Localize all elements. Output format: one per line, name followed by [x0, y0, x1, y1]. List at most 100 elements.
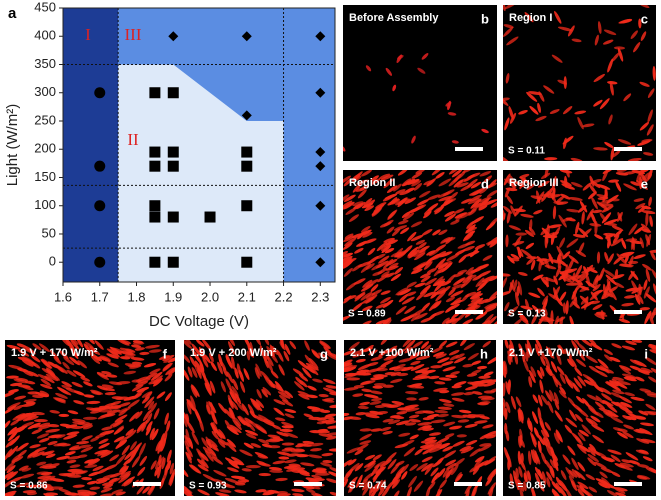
- rod: [107, 362, 119, 368]
- rod: [106, 353, 119, 359]
- rod: [254, 340, 262, 346]
- rod: [565, 417, 578, 428]
- rod: [621, 238, 627, 250]
- rod: [592, 274, 599, 287]
- rod: [525, 351, 529, 362]
- rod: [550, 232, 555, 246]
- rod: [485, 306, 497, 313]
- rod: [643, 279, 648, 291]
- rod: [424, 277, 437, 286]
- rod: [243, 340, 251, 348]
- rod: [404, 422, 417, 426]
- rod: [190, 395, 196, 409]
- rod: [362, 347, 374, 352]
- rod: [650, 367, 656, 375]
- rod: [344, 412, 350, 417]
- rod: [451, 397, 465, 402]
- rod: [47, 361, 59, 369]
- rod: [76, 489, 91, 493]
- rod: [352, 393, 364, 397]
- rod: [22, 370, 34, 377]
- rod: [347, 476, 358, 488]
- rod: [623, 171, 636, 175]
- rod: [518, 311, 529, 323]
- rod: [370, 482, 380, 494]
- rod: [560, 193, 571, 200]
- rod: [566, 208, 580, 213]
- rod: [430, 419, 446, 424]
- rod: [123, 370, 137, 375]
- rod: [69, 340, 79, 345]
- rod: [482, 424, 494, 429]
- rod: [369, 400, 382, 405]
- rod: [590, 342, 603, 351]
- rod: [571, 457, 579, 471]
- rod: [100, 355, 111, 361]
- rod: [451, 283, 466, 289]
- rod: [261, 388, 269, 398]
- rod: [386, 185, 398, 193]
- rod: [256, 389, 262, 399]
- rod: [594, 34, 599, 46]
- rod: [47, 424, 60, 428]
- rod: [88, 471, 101, 477]
- rod: [197, 489, 210, 496]
- rod: [343, 178, 352, 187]
- rod: [77, 360, 87, 369]
- rod: [184, 412, 188, 428]
- rod: [45, 428, 60, 433]
- rod: [592, 304, 603, 310]
- panel-letter: h: [480, 346, 488, 361]
- rod: [417, 425, 430, 431]
- rod: [431, 170, 443, 176]
- rod: [61, 340, 70, 347]
- rod: [6, 465, 16, 474]
- rod: [398, 358, 412, 363]
- rod: [269, 469, 283, 473]
- rod: [621, 252, 634, 259]
- rod: [348, 462, 360, 473]
- rod: [455, 353, 465, 359]
- rod: [409, 463, 419, 472]
- rod: [540, 356, 546, 366]
- rod: [505, 381, 510, 395]
- rod: [503, 213, 506, 223]
- rod: [412, 340, 423, 348]
- rod: [127, 399, 140, 409]
- rod: [633, 359, 647, 367]
- rod: [443, 450, 457, 459]
- rod: [81, 435, 93, 441]
- rod: [543, 437, 548, 447]
- rod: [524, 298, 530, 312]
- rod: [32, 451, 45, 458]
- rod: [380, 426, 392, 432]
- rod: [640, 31, 647, 41]
- rod: [75, 470, 88, 475]
- rod: [507, 306, 519, 317]
- rod: [594, 221, 598, 236]
- rod: [363, 460, 377, 468]
- rod: [383, 178, 394, 189]
- rod: [537, 369, 543, 380]
- rod: [278, 456, 290, 460]
- rod: [406, 397, 417, 401]
- rod: [559, 386, 567, 395]
- rod: [415, 355, 431, 360]
- rod: [622, 431, 634, 439]
- rod: [218, 353, 223, 367]
- rod: [69, 356, 80, 366]
- rod: [562, 302, 567, 314]
- rod: [392, 84, 397, 92]
- rod: [30, 424, 43, 428]
- rod: [227, 467, 239, 473]
- rod: [231, 385, 239, 397]
- rod: [577, 461, 586, 472]
- rod: [266, 355, 274, 367]
- rod: [20, 412, 35, 417]
- rod: [99, 493, 114, 496]
- rod: [620, 401, 633, 408]
- rod: [610, 401, 623, 408]
- rod: [311, 350, 320, 359]
- rod: [308, 454, 323, 459]
- rod: [232, 378, 239, 391]
